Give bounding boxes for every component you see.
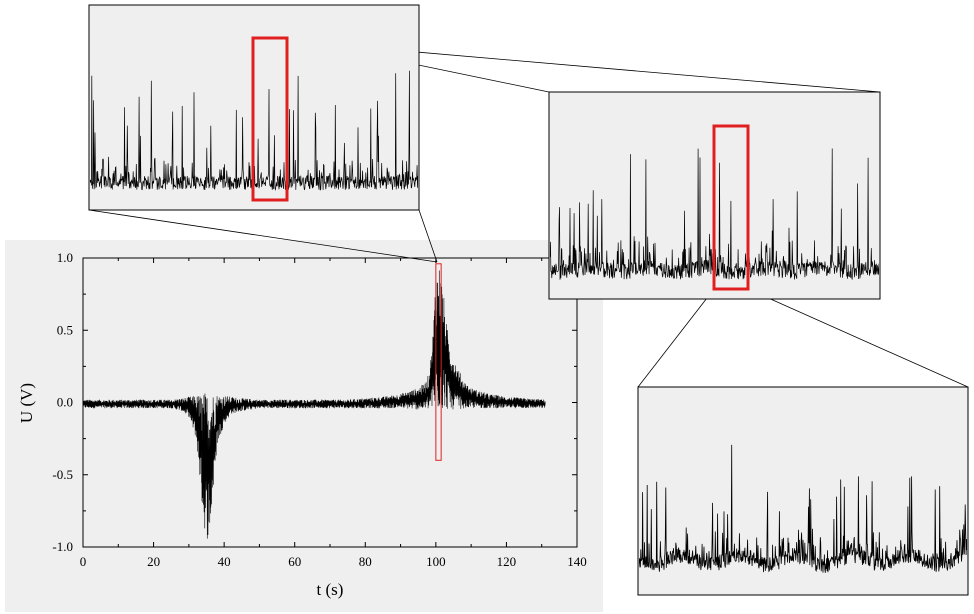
main-plot-area: 0 20 40 60 80 100 120 140 1.0 0.5 0.0 -0.5 -1.0 [52,250,586,569]
zoom-inset-3 [637,386,969,596]
zoom-inset-2 [548,91,881,300]
x-tick-label: 140 [567,554,587,569]
x-tick-label: 120 [497,554,517,569]
x-tick-label: 80 [359,554,372,569]
x-tick-label: 40 [218,554,231,569]
x-axis-ticks: 0 20 40 60 80 100 120 140 [80,258,587,569]
inset-2-highlight [712,124,750,291]
inset-3-background [637,386,969,596]
x-tick-label: 20 [147,554,160,569]
y-tick-label: 0.0 [57,395,73,410]
y-tick-label: 0.5 [57,322,73,337]
zoom-inset-1 [88,4,420,211]
y-tick-label: 1.0 [57,250,73,265]
y-axis-ticks: 1.0 0.5 0.0 -0.5 -1.0 [52,250,577,554]
x-tick-label: 0 [80,554,87,569]
connector-main-to-inset1-right [418,209,438,263]
connector-main-to-inset1-left [88,209,438,263]
highlight-region [435,263,442,461]
main-panel-background [5,240,603,612]
signal-trace [83,270,546,539]
y-axis-label: U (V) [17,383,36,423]
y-tick-label: -1.0 [52,539,73,554]
x-tick-label: 100 [426,554,446,569]
x-tick-label: 60 [288,554,301,569]
y-tick-label: -0.5 [52,467,73,482]
connector-inset2-to-inset3-right [747,288,969,388]
main-chart-panel: 0 20 40 60 80 100 120 140 1.0 0.5 0.0 -0.5 -1.0 t (… [5,240,603,612]
inset-1-highlight [251,36,289,202]
x-axis-label: t (s) [317,580,344,599]
connector-inset2-to-inset3-left [637,288,715,388]
inset-3-trace [639,444,967,573]
